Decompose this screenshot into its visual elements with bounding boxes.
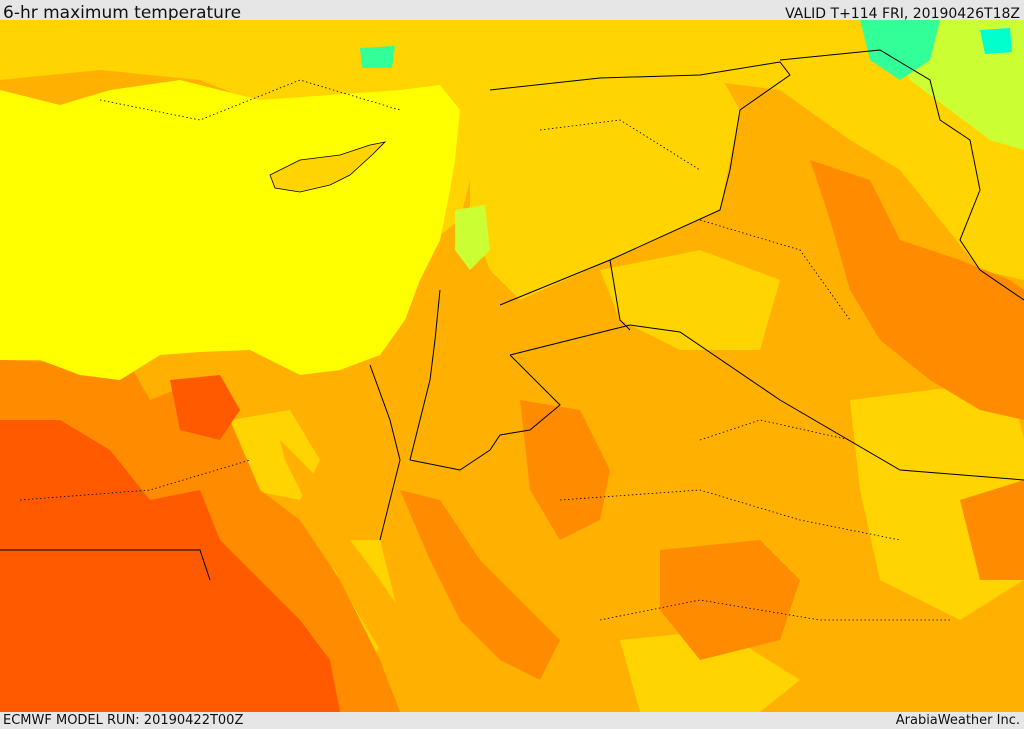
very-hot-zone-red-sea-coast	[400, 490, 560, 680]
coldest-zone-peak	[980, 28, 1012, 54]
map-title: 6-hr maximum temperature	[3, 3, 242, 23]
very-hot-zone-iraq-gulf	[810, 160, 1024, 420]
very-hot-zone-hejaz	[520, 400, 610, 540]
footer-bar	[0, 712, 1024, 729]
warm-zone-north	[0, 20, 1024, 280]
province-lines	[19, 79, 950, 621]
very-hot-zone-rub	[960, 480, 1024, 580]
cyprus-island	[269, 141, 387, 193]
model-run-label: ECMWF MODEL RUN: 20190422T00Z	[3, 713, 244, 728]
red-sea	[280, 440, 490, 712]
warm-zone-syria	[470, 75, 740, 300]
credit-label: ArabiaWeather Inc.	[895, 713, 1020, 728]
cold-zone-zagros	[860, 20, 940, 80]
header-bar	[0, 0, 1024, 20]
temperature-map	[0, 20, 1024, 712]
valid-time-label: VALID T+114 FRI, 20190426T18Z	[785, 6, 1020, 22]
cool-zone-levant-coast	[455, 205, 490, 270]
temperature-map-svg	[0, 20, 1024, 712]
country-borders	[0, 49, 1024, 581]
extreme-zone-sahara	[0, 420, 340, 712]
extreme-zone-delta	[170, 375, 240, 440]
warm-zone-iraq	[600, 250, 780, 350]
cold-zone-lake	[360, 46, 395, 68]
mediterranean-sea	[0, 80, 460, 380]
very-hot-zone-najd	[660, 540, 800, 660]
warm-zone-saudi-south	[620, 630, 800, 712]
